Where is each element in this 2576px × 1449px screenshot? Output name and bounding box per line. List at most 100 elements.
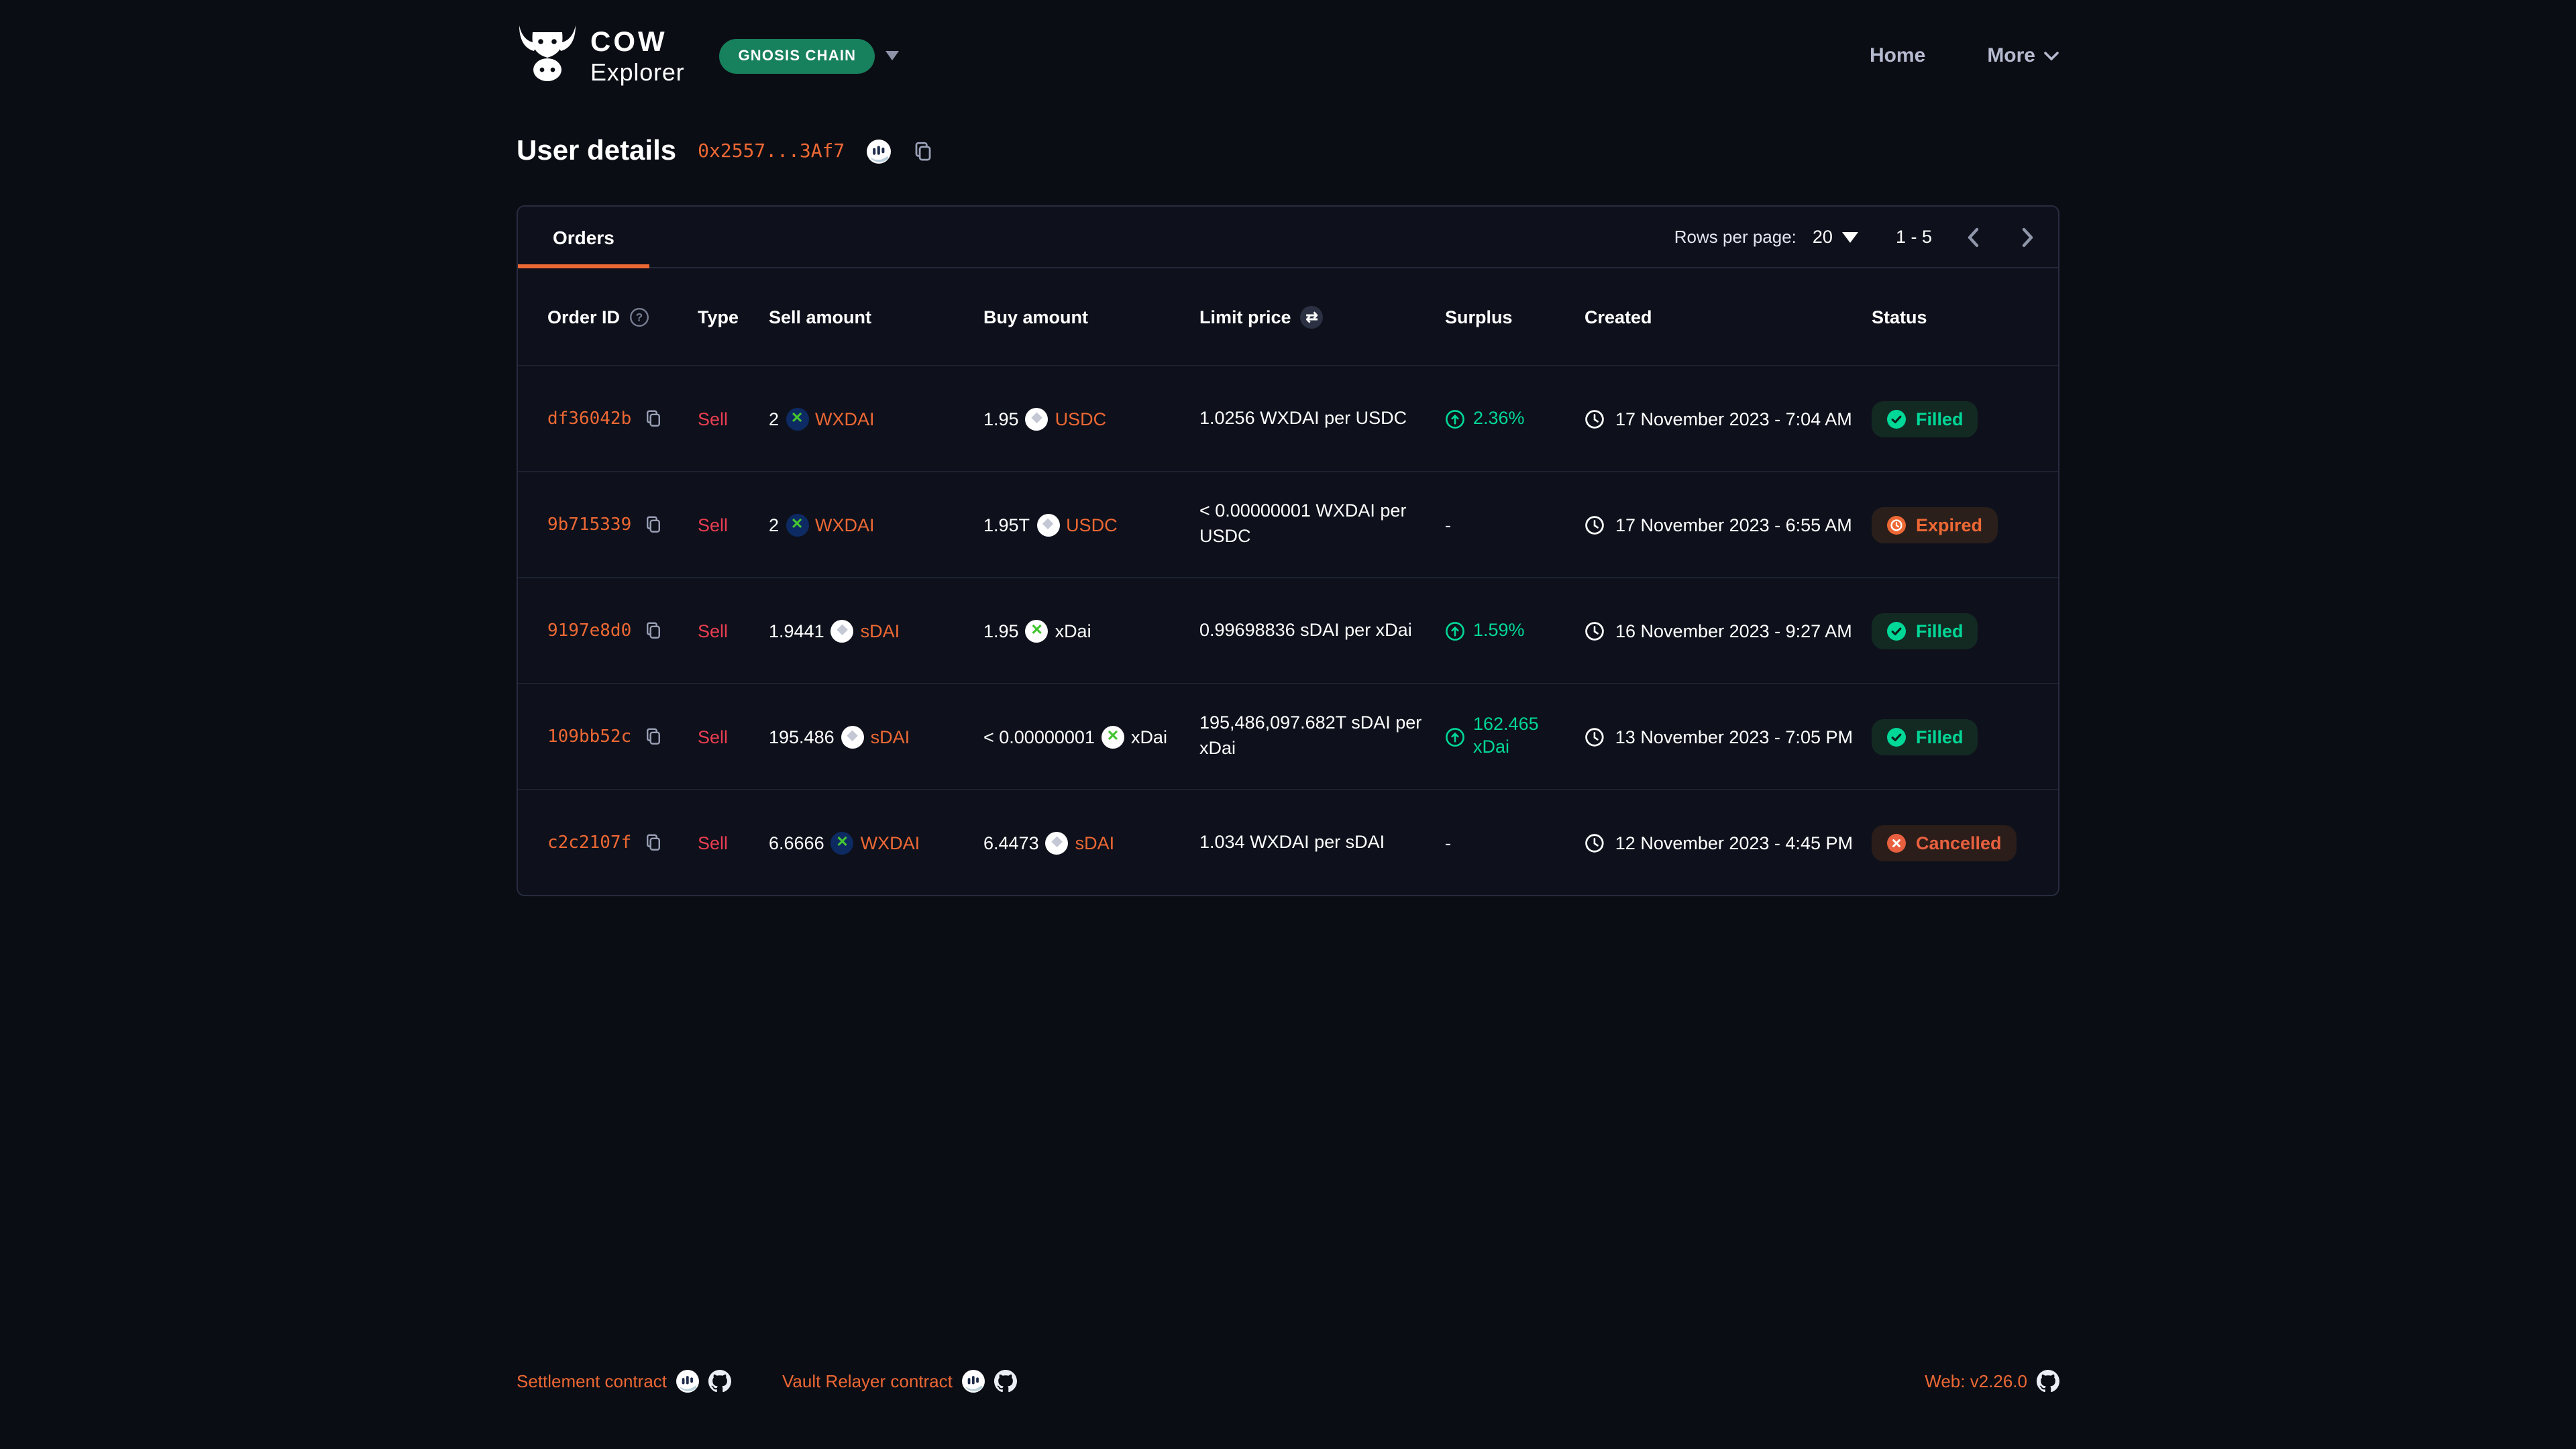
order-type: Sell bbox=[698, 409, 729, 429]
clock-icon bbox=[1585, 833, 1604, 852]
top-bar: COW Explorer GNOSIS CHAIN Home More bbox=[0, 0, 2576, 90]
caret-down-icon bbox=[1841, 231, 1858, 242]
table-row: c2c2107f Sell 6.6666 WXDAI 6.4473 bbox=[518, 789, 2058, 895]
orders-card: Orders Rows per page: 20 1 - 5 bbox=[517, 205, 2059, 896]
page-head: User details 0x2557...3Af7 bbox=[517, 136, 2059, 168]
buy-token-link[interactable]: USDC bbox=[1066, 515, 1118, 535]
status-badge: Filled bbox=[1872, 612, 1978, 649]
xdai-token-icon bbox=[1025, 619, 1049, 642]
cow-explorer-logo[interactable]: COW Explorer bbox=[517, 21, 684, 90]
created: 16 November 2023 - 9:27 AM bbox=[1585, 621, 1872, 641]
check-circle-icon bbox=[1887, 621, 1906, 640]
previous-page-button[interactable] bbox=[1962, 225, 1986, 249]
sell-token-link[interactable]: WXDAI bbox=[815, 515, 875, 535]
generic-token-icon bbox=[830, 619, 854, 642]
buy-token-link[interactable]: USDC bbox=[1055, 409, 1107, 429]
surplus: - bbox=[1445, 515, 1451, 535]
nav-home[interactable]: Home bbox=[1869, 44, 1926, 67]
buy-amount: 6.4473 sDAI bbox=[983, 831, 1199, 854]
status-badge: Expired bbox=[1872, 506, 1998, 543]
nav-more[interactable]: More bbox=[1987, 44, 2059, 67]
chevron-down-icon bbox=[885, 51, 900, 60]
column-created: Created bbox=[1585, 307, 1652, 327]
network-selector[interactable]: GNOSIS CHAIN bbox=[719, 38, 900, 73]
copy-icon[interactable] bbox=[643, 833, 662, 852]
sell-token-link[interactable]: WXDAI bbox=[860, 833, 920, 853]
buy-token-label: xDai bbox=[1130, 727, 1167, 747]
created: 17 November 2023 - 7:04 AM bbox=[1585, 409, 1872, 429]
copy-icon[interactable] bbox=[643, 727, 662, 746]
main-nav: Home More bbox=[1870, 44, 2059, 67]
copy-icon[interactable] bbox=[643, 621, 662, 640]
wxdai-token-icon bbox=[786, 407, 809, 430]
swap-direction-icon[interactable]: ⇄ bbox=[1300, 305, 1324, 328]
wxdai-token-icon bbox=[786, 513, 809, 536]
sell-token-link[interactable]: WXDAI bbox=[815, 409, 875, 429]
wxdai-token-icon bbox=[830, 831, 854, 854]
gnosisscan-icon[interactable] bbox=[961, 1370, 985, 1393]
github-icon[interactable] bbox=[2037, 1370, 2059, 1393]
tab-orders[interactable]: Orders bbox=[518, 207, 649, 268]
column-surplus: Surplus bbox=[1445, 307, 1513, 327]
table-row: 9b715339 Sell 2 WXDAI 1.95T USD bbox=[518, 471, 2058, 577]
github-icon[interactable] bbox=[994, 1370, 1017, 1393]
order-id-link[interactable]: 9b715339 bbox=[547, 515, 632, 535]
order-id-link[interactable]: 9197e8d0 bbox=[547, 621, 632, 641]
status-badge: Cancelled bbox=[1872, 824, 2017, 861]
logo-subtitle-text: Explorer bbox=[590, 58, 685, 85]
rows-per-page-select[interactable]: 20 bbox=[1813, 227, 1858, 247]
order-type: Sell bbox=[698, 621, 729, 641]
check-circle-icon bbox=[1887, 727, 1906, 746]
pagination-range: 1 - 5 bbox=[1895, 227, 1932, 247]
buy-token-link[interactable]: sDAI bbox=[1075, 833, 1115, 853]
main-content: User details 0x2557...3Af7 bbox=[0, 90, 2576, 1370]
copy-icon[interactable] bbox=[643, 515, 662, 534]
generic-token-icon bbox=[1036, 513, 1060, 536]
copy-icon[interactable] bbox=[643, 409, 662, 428]
buy-token-label: xDai bbox=[1055, 621, 1091, 641]
surplus: - bbox=[1445, 833, 1451, 853]
status-badge: Filled bbox=[1872, 718, 1978, 755]
x-circle-icon bbox=[1887, 833, 1906, 852]
surplus-up-icon bbox=[1446, 409, 1464, 428]
surplus-up-icon bbox=[1446, 621, 1464, 640]
order-type: Sell bbox=[698, 727, 729, 747]
order-id-link[interactable]: df36042b bbox=[547, 409, 632, 429]
sell-token-link[interactable]: sDAI bbox=[870, 727, 910, 747]
next-page-button[interactable] bbox=[2015, 225, 2039, 249]
generic-token-icon bbox=[841, 725, 864, 748]
clock-circle-icon bbox=[1887, 515, 1906, 534]
created: 17 November 2023 - 6:55 AM bbox=[1585, 515, 1872, 535]
table-row: 109bb52c Sell 195.486 sDAI < 0.00000001 bbox=[518, 683, 2058, 789]
buy-amount: < 0.00000001 xDai bbox=[983, 725, 1199, 748]
github-icon[interactable] bbox=[708, 1370, 731, 1393]
xdai-token-icon bbox=[1101, 725, 1124, 748]
order-type: Sell bbox=[698, 515, 729, 535]
limit-price: 195,486,097.682T sDAI per xDai bbox=[1199, 712, 1422, 758]
chevron-down-icon bbox=[2044, 51, 2059, 60]
column-limit-price: Limit price ⇄ bbox=[1199, 305, 1445, 328]
network-badge[interactable]: GNOSIS CHAIN bbox=[719, 38, 875, 73]
gnosisscan-icon[interactable] bbox=[676, 1370, 699, 1393]
clock-icon bbox=[1585, 727, 1604, 746]
user-address[interactable]: 0x2557...3Af7 bbox=[698, 141, 845, 162]
clock-icon bbox=[1585, 515, 1604, 534]
help-icon[interactable]: ? bbox=[629, 307, 649, 327]
clock-icon bbox=[1585, 409, 1604, 428]
column-type: Type bbox=[698, 307, 739, 327]
order-id-link[interactable]: 109bb52c bbox=[547, 727, 632, 747]
copy-address-icon[interactable] bbox=[912, 141, 933, 162]
table-header-row: Order ID ? Type Sell amount Buy amount L… bbox=[518, 268, 2058, 365]
limit-price: < 0.00000001 WXDAI per USDC bbox=[1199, 500, 1407, 546]
limit-price: 0.99698836 sDAI per xDai bbox=[1199, 619, 1412, 640]
column-order-id: Order ID ? bbox=[547, 307, 698, 327]
order-id-link[interactable]: c2c2107f bbox=[547, 833, 632, 853]
order-type: Sell bbox=[698, 833, 729, 853]
settlement-contract-link: Settlement contract bbox=[517, 1370, 731, 1393]
surplus: 162.465 xDai bbox=[1445, 714, 1585, 759]
sell-token-link[interactable]: sDAI bbox=[860, 621, 900, 641]
status-badge: Filled bbox=[1872, 400, 1978, 437]
column-buy-amount: Buy amount bbox=[983, 307, 1089, 327]
column-status: Status bbox=[1872, 307, 1927, 327]
gnosisscan-icon[interactable] bbox=[866, 140, 891, 164]
